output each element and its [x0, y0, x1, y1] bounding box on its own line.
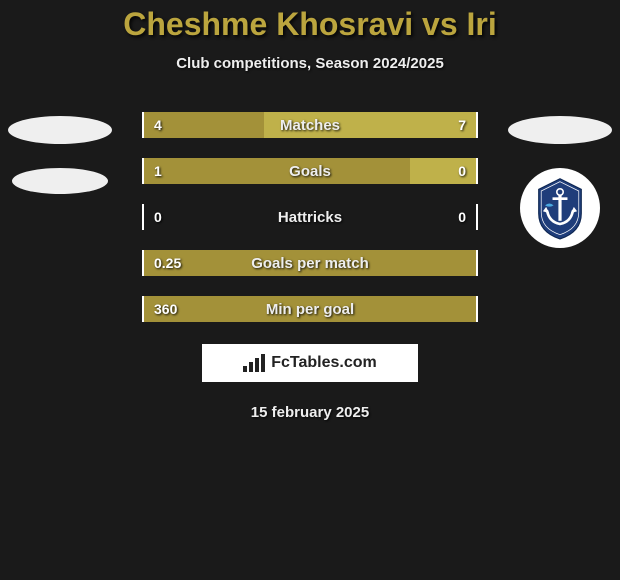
club-badge	[520, 168, 600, 248]
club-badge-placeholder	[12, 168, 108, 194]
bars-icon	[243, 354, 265, 372]
stat-value-left: 4	[154, 112, 162, 138]
stat-bar-right	[410, 158, 476, 184]
date-text: 15 february 2025	[0, 404, 620, 421]
stat-label: Hattricks	[144, 204, 476, 230]
stat-bar-right	[264, 112, 476, 138]
stat-row: 47Matches	[142, 112, 478, 138]
stat-row: 10Goals	[142, 158, 478, 184]
stat-value-left: 0	[154, 204, 162, 230]
subtitle: Club competitions, Season 2024/2025	[0, 55, 620, 72]
branding-text: FcTables.com	[271, 354, 377, 372]
page-title: Cheshme Khosravi vs Iri	[0, 6, 620, 43]
right-player-column	[508, 108, 612, 248]
player-photo-placeholder	[8, 116, 112, 144]
stat-value-right: 0	[458, 158, 466, 184]
stat-value-left: 1	[154, 158, 162, 184]
comparison-area: 47Matches10Goals00Hattricks0.25Goals per…	[0, 108, 620, 322]
stat-value-right: 7	[458, 112, 466, 138]
stat-bar-left	[144, 250, 476, 276]
stat-row: 360Min per goal	[142, 296, 478, 322]
left-player-column	[8, 108, 112, 194]
stats-bars: 47Matches10Goals00Hattricks0.25Goals per…	[142, 108, 478, 322]
stat-value-left: 0.25	[154, 250, 181, 276]
anchor-crest-icon	[528, 176, 592, 240]
branding-badge: FcTables.com	[202, 344, 418, 382]
stat-value-right: 0	[458, 204, 466, 230]
player-photo-placeholder	[508, 116, 612, 144]
stat-row: 0.25Goals per match	[142, 250, 478, 276]
stat-bar-left	[144, 158, 410, 184]
stat-value-left: 360	[154, 296, 177, 322]
stat-row: 0 0Hattricks	[142, 204, 478, 230]
stat-bar-left	[144, 296, 476, 322]
